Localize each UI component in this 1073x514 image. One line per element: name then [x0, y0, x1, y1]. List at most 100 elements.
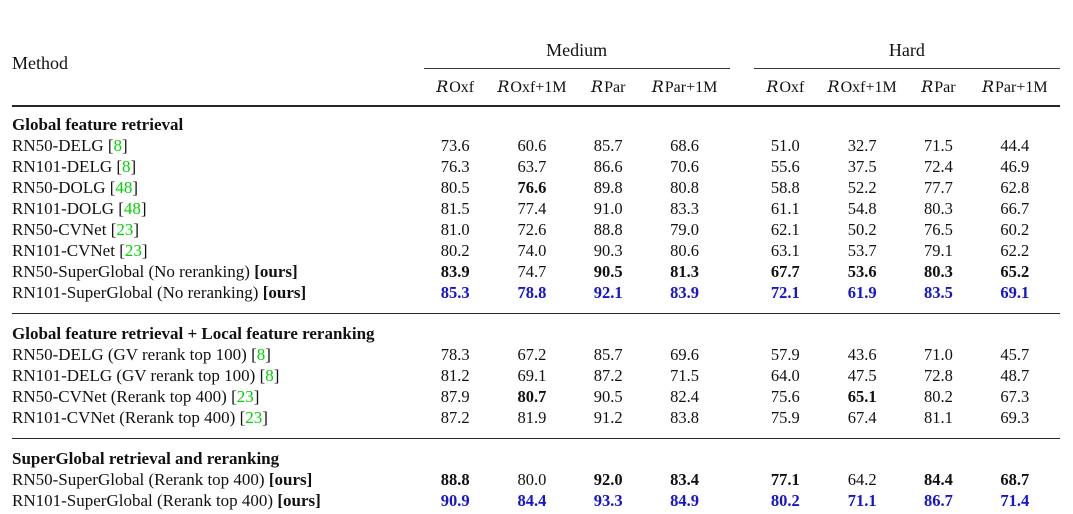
group-header-hard: Hard: [753, 28, 1060, 69]
value-cell: 83.4: [670, 470, 699, 489]
value-cell: 78.3: [440, 345, 470, 364]
citation-number: 48: [115, 178, 133, 197]
subheader-row: ROxf ROxf+1M RPar RPar+1M ROxf ROxf+1M RPar RPa…: [12, 68, 1060, 107]
value-cell: 71.5: [923, 136, 953, 155]
script-r-glyph: R: [436, 76, 449, 96]
value-cell: 77.7: [923, 178, 953, 197]
value-cell: 67.7: [770, 262, 800, 281]
value-cell: 71.4: [1000, 491, 1030, 510]
value-cell: 91.0: [593, 199, 623, 218]
value-cell: 87.2: [440, 408, 470, 427]
group-header-medium: Medium: [423, 28, 730, 69]
citation-number: 8: [265, 366, 274, 385]
subheader-gap: [729, 68, 754, 107]
value-cell: 76.3: [440, 157, 470, 176]
value-cell: 80.2: [770, 491, 800, 510]
method-cell: RN50-SuperGlobal (Rerank top 400) [ours]: [12, 470, 313, 489]
value-cell: 91.2: [593, 408, 623, 427]
value-cell: 52.2: [847, 178, 877, 197]
value-cell: 54.8: [847, 199, 877, 218]
value-cell: 82.4: [670, 387, 699, 406]
value-cell: 80.3: [923, 262, 953, 281]
table-row: RN101-DELG (GV rerank top 100) [8] 81.2 69…: [12, 365, 1060, 386]
citation-number: 23: [245, 408, 263, 427]
section-title: Global feature retrieval: [12, 115, 184, 134]
value-cell: 62.8: [1000, 178, 1030, 197]
value-cell: 63.7: [517, 157, 547, 176]
table-row: RN101-DELG [8] 76.3 63.7 86.6 70.6 55.6 37.5 72…: [12, 156, 1060, 177]
value-cell: 37.5: [847, 157, 877, 176]
value-cell: 88.8: [440, 470, 470, 489]
section-header-row: Global feature retrieval: [12, 106, 1060, 135]
script-r-glyph: R: [591, 76, 604, 96]
value-cell: 66.7: [1000, 199, 1030, 218]
value-cell: 90.5: [593, 262, 623, 281]
value-cell: 73.6: [440, 136, 470, 155]
value-cell: 81.0: [440, 220, 470, 239]
method-cell: RN50-DOLG [48]: [12, 178, 139, 197]
value-cell: 90.5: [593, 387, 623, 406]
value-cell: 92.1: [593, 283, 623, 302]
value-cell: 69.1: [517, 366, 547, 385]
table-row: RN50-SuperGlobal (No reranking) [ours] 83…: [12, 261, 1060, 282]
table-row: RN50-DELG [8] 73.6 60.6 85.7 68.6 51.0 32.7 71.…: [12, 135, 1060, 156]
method-cell: RN101-DOLG [48]: [12, 199, 147, 218]
value-cell: 80.3: [923, 199, 953, 218]
value-cell: 84.4: [517, 491, 547, 510]
table-row: RN101-CVNet [23] 80.2 74.0 90.3 80.6 63.1 53.7…: [12, 240, 1060, 261]
column-gap: [730, 407, 754, 439]
method-cell: RN101-SuperGlobal (Rerank top 400) [ours…: [12, 491, 321, 510]
column-gap: [730, 240, 754, 261]
value-cell: 75.9: [770, 408, 800, 427]
column-gap: [730, 469, 754, 490]
value-cell: 45.7: [1000, 345, 1030, 364]
value-cell: 53.7: [847, 241, 877, 260]
ours-tag: [ours]: [254, 262, 298, 281]
table-row: RN101-DOLG [48] 81.5 77.4 91.0 83.3 61.1 54.8 8…: [12, 198, 1060, 219]
value-cell: 43.6: [847, 345, 877, 364]
value-cell: 74.7: [517, 262, 547, 281]
value-cell: 67.2: [517, 345, 547, 364]
value-cell: 69.3: [1000, 408, 1030, 427]
value-cell: 81.3: [670, 262, 699, 281]
value-cell: 71.1: [847, 491, 877, 510]
value-cell: 55.6: [770, 157, 800, 176]
value-cell: 93.3: [593, 491, 623, 510]
table-row: RN101-SuperGlobal (Rerank top 400) [ours…: [12, 490, 1060, 511]
citation-number: 23: [236, 387, 254, 406]
value-cell: 75.6: [770, 387, 800, 406]
column-gap: [730, 177, 754, 198]
col-header-medium-oxf: ROxf: [423, 68, 487, 107]
value-cell: 90.9: [440, 491, 470, 510]
value-cell: 44.4: [1000, 136, 1030, 155]
script-r-glyph: R: [981, 76, 994, 96]
method-cell: RN50-CVNet (Rerank top 400) [23]: [12, 387, 260, 406]
table-row: RN50-DOLG [48] 80.5 76.6 89.8 80.8 58.8 52.2 77…: [12, 177, 1060, 198]
value-cell: 46.9: [1000, 157, 1030, 176]
value-cell: 67.4: [847, 408, 877, 427]
value-cell: 61.1: [770, 199, 800, 218]
value-cell: 83.9: [440, 262, 470, 281]
method-cell: RN101-DELG [8]: [12, 157, 137, 176]
value-cell: 53.6: [847, 262, 877, 281]
table-row: RN50-SuperGlobal (Rerank top 400) [ours]…: [12, 469, 1060, 490]
value-cell: 63.1: [770, 241, 800, 260]
value-cell: 85.3: [440, 283, 470, 302]
table-row: RN101-SuperGlobal (No reranking) [ours] 8…: [12, 282, 1060, 314]
column-gap: [730, 261, 754, 282]
value-cell: 69.6: [670, 345, 699, 364]
value-cell: 80.5: [440, 178, 470, 197]
value-cell: 80.2: [440, 241, 470, 260]
col-header-hard-par+1m: RPar+1M: [969, 68, 1060, 107]
value-cell: 67.3: [1000, 387, 1030, 406]
value-cell: 80.8: [670, 178, 699, 197]
value-cell: 48.7: [1000, 366, 1030, 385]
section-title: Global feature retrieval + Local feature…: [12, 313, 1060, 344]
value-cell: 80.0: [517, 470, 547, 489]
value-cell: 80.2: [923, 387, 953, 406]
section-header-row: Global feature retrieval + Local feature…: [12, 313, 1060, 344]
group-header-row: Method Medium Hard: [12, 28, 1060, 107]
script-r-glyph: R: [651, 76, 664, 96]
column-gap: [730, 282, 754, 314]
